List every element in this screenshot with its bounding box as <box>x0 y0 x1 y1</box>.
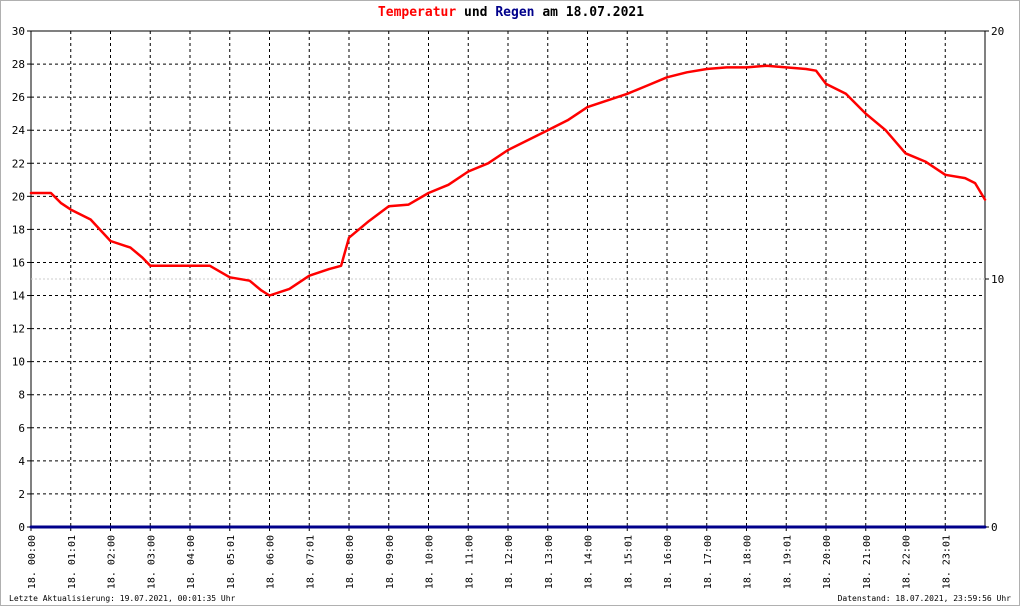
data-status-text: Datenstand: 18.07.2021, 23:59:56 Uhr <box>837 594 1011 603</box>
y-left-tick-label: 0 <box>18 521 25 534</box>
x-tick-label: 18. 16:00 <box>663 535 674 589</box>
y-left-tick-label: 26 <box>12 91 25 104</box>
chart-title: Temperatur und Regen am 18.07.2021 <box>1 5 1020 20</box>
y-right-tick-label: 10 <box>991 273 1004 286</box>
x-tick-label: 18. 08:00 <box>345 535 356 589</box>
y-right-tick-label: 0 <box>991 521 998 534</box>
x-tick-label: 18. 21:00 <box>862 535 873 589</box>
y-left-tick-label: 14 <box>12 290 26 303</box>
y-left-tick-label: 22 <box>12 157 25 170</box>
x-tick-label: 18. 03:00 <box>146 535 157 589</box>
y-left-tick-label: 12 <box>12 323 25 336</box>
y-left-tick-label: 20 <box>12 190 25 203</box>
y-left-tick-label: 6 <box>18 422 25 435</box>
title-rain: Regen <box>495 5 535 20</box>
y-left-tick-label: 4 <box>18 455 25 468</box>
last-update-text: Letzte Aktualisierung: 19.07.2021, 00:01… <box>9 594 236 603</box>
x-tick-label: 18. 12:00 <box>504 535 515 589</box>
series-line-temperatur <box>29 64 987 297</box>
title-and: und <box>464 5 488 20</box>
x-tick-label: 18. 00:00 <box>27 535 38 589</box>
x-tick-label: 18. 05:01 <box>226 535 237 589</box>
title-temperature: Temperatur <box>377 5 457 20</box>
y-left-tick-label: 28 <box>12 58 25 71</box>
x-tick-label: 18. 22:00 <box>902 535 913 589</box>
x-tick-label: 18. 10:00 <box>425 535 436 589</box>
x-tick-label: 18. 23:01 <box>941 535 952 589</box>
x-tick-label: 18. 11:00 <box>464 535 475 589</box>
y-left-tick-label: 10 <box>12 356 25 369</box>
x-tick-label: 18. 04:00 <box>186 535 197 589</box>
x-tick-label: 18. 14:00 <box>584 535 595 589</box>
x-tick-label: 18. 09:00 <box>385 535 396 589</box>
x-tick-label: 18. 19:01 <box>782 535 793 589</box>
title-date: am 18.07.2021 <box>542 5 645 20</box>
y-left-tick-label: 2 <box>18 488 25 501</box>
y-left-tick-label: 16 <box>12 256 25 269</box>
x-tick-label: 18. 15:01 <box>623 535 634 589</box>
x-tick-label: 18. 13:00 <box>544 535 555 589</box>
y-left-tick-label: 30 <box>12 25 25 38</box>
y-right-tick-label: 20 <box>991 25 1004 38</box>
x-tick-label: 18. 07:01 <box>305 535 316 589</box>
y-left-tick-label: 8 <box>18 389 25 402</box>
y-left-tick-label: 18 <box>12 223 25 236</box>
x-tick-label: 18. 02:00 <box>107 535 118 589</box>
x-tick-label: 18. 20:00 <box>822 535 833 589</box>
y-left-tick-label: 24 <box>12 124 26 137</box>
x-tick-label: 18. 06:00 <box>266 535 277 589</box>
x-tick-label: 18. 01:01 <box>67 535 78 589</box>
x-tick-label: 18. 18:00 <box>743 535 754 589</box>
x-tick-label: 18. 17:00 <box>703 535 714 589</box>
